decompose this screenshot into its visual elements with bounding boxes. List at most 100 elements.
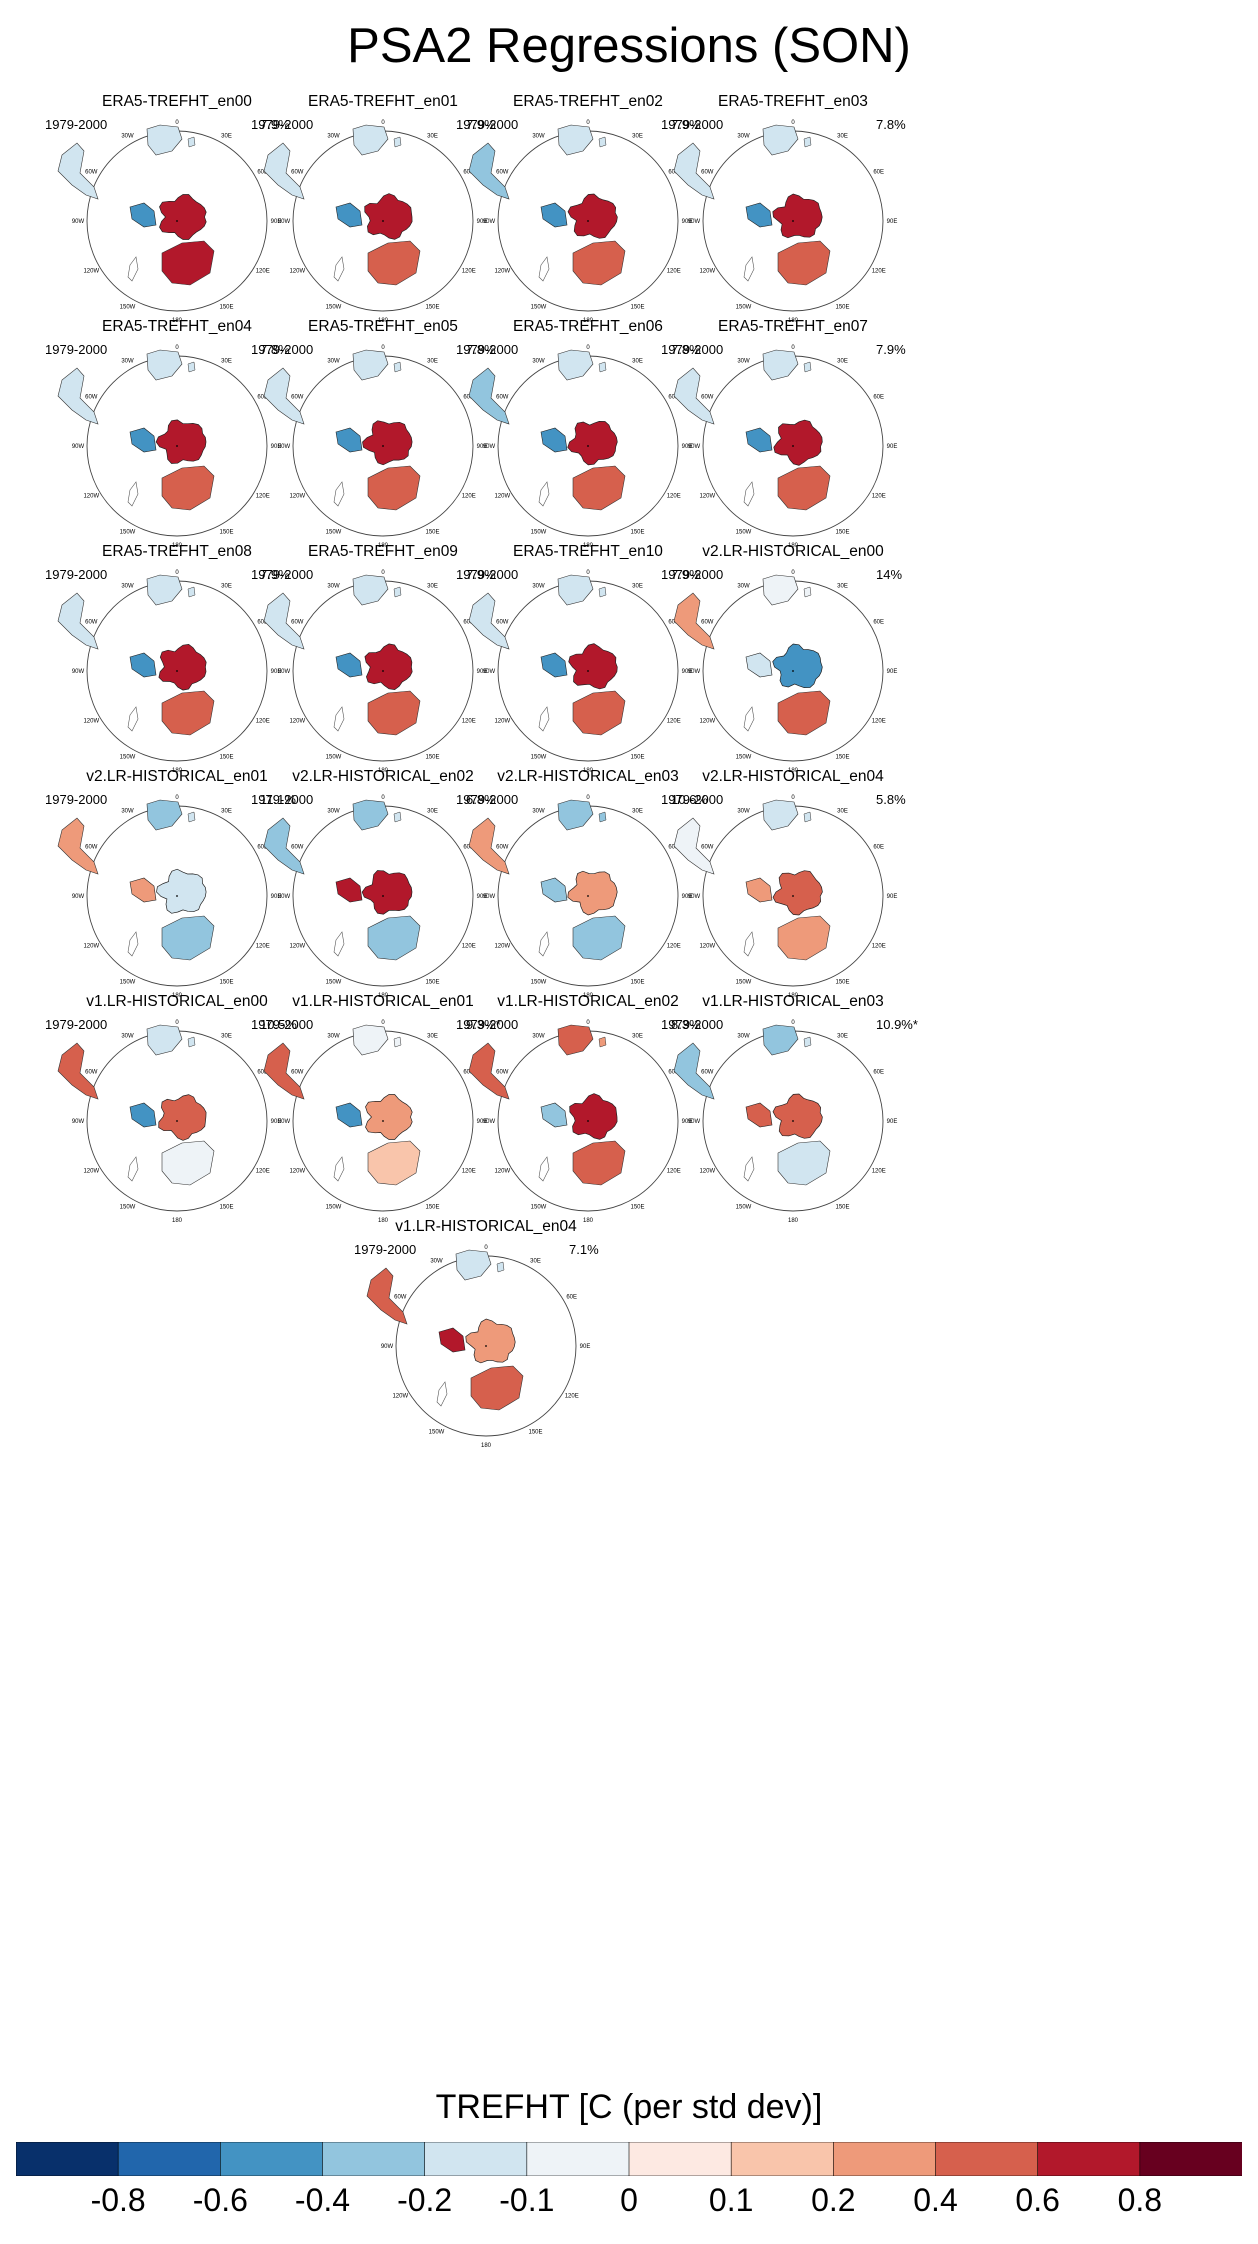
figure-title: PSA2 Regressions (SON) bbox=[347, 19, 911, 73]
longitude-label: 90W bbox=[483, 444, 496, 450]
longitude-label: 150E bbox=[219, 980, 233, 986]
panel-period: 1979-2000 bbox=[251, 567, 314, 582]
region-southern-africa bbox=[557, 349, 594, 381]
region-antarctica bbox=[773, 419, 823, 466]
longitude-label: 60E bbox=[873, 170, 884, 176]
longitude-label: 30W bbox=[737, 1033, 750, 1039]
longitude-label: 120E bbox=[667, 719, 681, 725]
longitude-label: 60E bbox=[257, 845, 268, 851]
south-pole-marker bbox=[587, 445, 589, 447]
region-antarctica bbox=[158, 644, 207, 691]
longitude-label: 90W bbox=[278, 669, 291, 675]
longitude-label: 90W bbox=[72, 1119, 85, 1125]
longitude-label: 150W bbox=[326, 305, 342, 311]
longitude-label: 60E bbox=[873, 1070, 884, 1076]
region-antarctica bbox=[567, 193, 618, 239]
panel-period: 1979-2000 bbox=[45, 1017, 108, 1032]
region-australia bbox=[161, 465, 215, 511]
longitude-label: 180 bbox=[378, 993, 389, 999]
longitude-label: 30W bbox=[327, 358, 340, 364]
region-australia bbox=[572, 690, 626, 736]
longitude-label: 120W bbox=[83, 269, 99, 275]
region-southern-africa bbox=[762, 574, 799, 606]
longitude-label: 180 bbox=[172, 768, 183, 774]
region-west-antarctica bbox=[745, 652, 773, 678]
panel-variance-percent: 7.9% bbox=[260, 117, 290, 132]
longitude-label: 120W bbox=[494, 719, 510, 725]
longitude-label: 90E bbox=[887, 669, 898, 675]
panel-variance-percent: 7.9% bbox=[466, 567, 496, 582]
longitude-label: 60W bbox=[701, 845, 714, 851]
region-antarctica bbox=[156, 868, 207, 914]
longitude-label: 30E bbox=[632, 583, 643, 589]
longitude-label: 150W bbox=[736, 305, 752, 311]
region-antarctica bbox=[158, 1094, 207, 1141]
panel-title: ERA5-TREFHT_en00 bbox=[102, 93, 252, 110]
longitude-label: 60W bbox=[85, 845, 98, 851]
region-south-america bbox=[57, 817, 99, 875]
colorbar-segment bbox=[730, 2142, 835, 2176]
panel-period: 1979-2000 bbox=[45, 567, 108, 582]
longitude-label: 60W bbox=[701, 170, 714, 176]
region-australia bbox=[572, 240, 626, 286]
colorbar-segment bbox=[1139, 2142, 1242, 2176]
longitude-label: 180 bbox=[583, 543, 594, 549]
region-west-antarctica bbox=[745, 877, 773, 903]
panel-variance-percent: 7.9% bbox=[671, 117, 701, 132]
panel-variance-percent: 7.8% bbox=[671, 342, 701, 357]
panel-variance-percent: 7.8% bbox=[466, 342, 496, 357]
panel-period: 1979-2000 bbox=[661, 1017, 724, 1032]
longitude-label: 150W bbox=[531, 305, 547, 311]
longitude-label: 30W bbox=[327, 583, 340, 589]
longitude-label: 30E bbox=[837, 1033, 848, 1039]
longitude-label: 90W bbox=[278, 444, 291, 450]
longitude-label: 90E bbox=[682, 1119, 693, 1125]
longitude-label: 90E bbox=[477, 219, 488, 225]
longitude-label: 150E bbox=[630, 1205, 644, 1211]
longitude-label: 180 bbox=[583, 1218, 594, 1224]
longitude-label: 150W bbox=[429, 1430, 445, 1436]
longitude-label: 90E bbox=[271, 444, 282, 450]
region-australia bbox=[367, 915, 421, 961]
longitude-label: 150E bbox=[630, 980, 644, 986]
longitude-label: 0 bbox=[175, 570, 179, 576]
region-south-america bbox=[57, 1042, 99, 1100]
region-antarctica bbox=[361, 870, 413, 915]
longitude-label: 150E bbox=[425, 530, 439, 536]
longitude-label: 150W bbox=[531, 755, 547, 761]
longitude-label: 120E bbox=[565, 1394, 579, 1400]
colorbar-tick-label: -0.2 bbox=[397, 2182, 453, 2218]
region-west-antarctica bbox=[540, 652, 568, 678]
longitude-label: 120W bbox=[699, 269, 715, 275]
longitude-label: 150E bbox=[630, 755, 644, 761]
region-antarctica bbox=[567, 421, 618, 466]
south-pole-marker bbox=[382, 220, 384, 222]
longitude-label: 120W bbox=[289, 1169, 305, 1175]
region-new-zealand bbox=[127, 1156, 139, 1182]
longitude-label: 180 bbox=[788, 318, 799, 324]
region-south-america bbox=[263, 817, 305, 875]
region-southern-africa bbox=[455, 1249, 492, 1281]
longitude-label: 30E bbox=[221, 583, 232, 589]
colorbar-tick-label: -0.6 bbox=[192, 2182, 248, 2218]
longitude-label: 90W bbox=[688, 219, 701, 225]
longitude-label: 30E bbox=[837, 808, 848, 814]
region-south-america bbox=[468, 142, 510, 200]
colorbar-tick-label: -0.4 bbox=[294, 2182, 351, 2218]
panel-variance-percent: 11.1% bbox=[260, 792, 296, 807]
map-panel: ERA5-TREFHT_en07 1979-2000 7.9% 0 30E 60E 90E 1… bbox=[648, 318, 908, 608]
south-pole-marker bbox=[792, 220, 794, 222]
region-south-america bbox=[263, 1042, 305, 1100]
region-southern-africa bbox=[762, 349, 799, 381]
longitude-label: 180 bbox=[378, 768, 389, 774]
region-australia bbox=[161, 915, 215, 961]
longitude-label: 150W bbox=[531, 1205, 547, 1211]
longitude-label: 120W bbox=[699, 1169, 715, 1175]
longitude-label: 120W bbox=[83, 719, 99, 725]
panel-title: v2.LR-HISTORICAL_en01 bbox=[86, 768, 268, 785]
longitude-label: 30W bbox=[327, 808, 340, 814]
panel-title: v1.LR-HISTORICAL_en01 bbox=[292, 993, 474, 1010]
region-australia bbox=[161, 1140, 215, 1186]
polar-map: 0 30E 60E 90E 120E 150E 180 150W 120W 90W 60W 30W bbox=[673, 345, 897, 549]
colorbar-tick-label: 0.2 bbox=[811, 2182, 856, 2218]
